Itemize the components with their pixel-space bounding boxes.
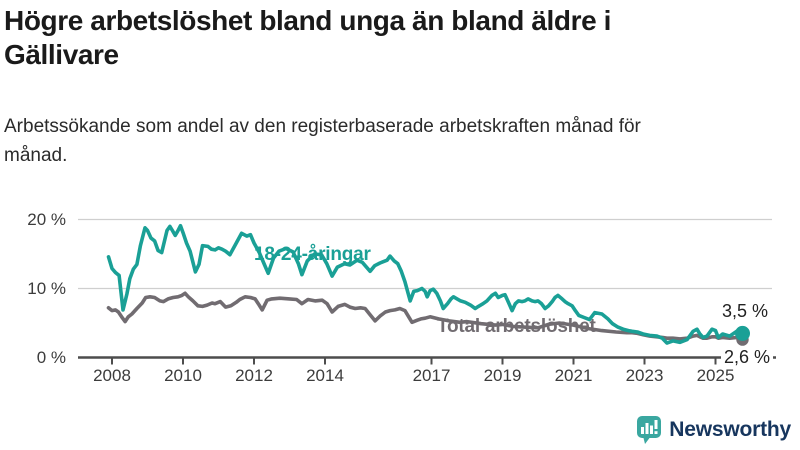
- y-tick-label: 20 %: [27, 209, 66, 229]
- x-tick-label: 2025: [696, 366, 735, 385]
- x-tick-label: 2012: [235, 366, 273, 385]
- x-tick-label: 2017: [412, 366, 451, 385]
- page-title: Högre arbetslöshet bland unga än bland ä…: [4, 5, 612, 71]
- page-subtitle: Arbetssökande som andel av den registerb…: [4, 116, 641, 166]
- x-tick-label: 2023: [625, 366, 664, 385]
- series-label-total: Total arbetslöshet: [437, 316, 596, 337]
- x-tick-label: 2008: [93, 366, 131, 385]
- newsworthy-bubble-chart-icon: [637, 416, 662, 444]
- x-tick-label: 2010: [164, 366, 202, 385]
- end-value-total: 2,6 %: [721, 347, 774, 368]
- x-tick-label: 2014: [306, 366, 344, 385]
- series-label-youth: 18-24-åringar: [254, 244, 371, 265]
- y-tick-label: 0 %: [36, 347, 66, 367]
- x-tick-label: 2021: [554, 366, 593, 385]
- y-tick-label: 10 %: [27, 278, 66, 298]
- newsworthy-logo[interactable]: Newsworthy: [636, 415, 791, 445]
- newsworthy-wordmark: Newsworthy: [669, 418, 791, 441]
- end-value-youth: 3,5 %: [721, 301, 768, 321]
- x-tick-label: 2019: [483, 366, 522, 385]
